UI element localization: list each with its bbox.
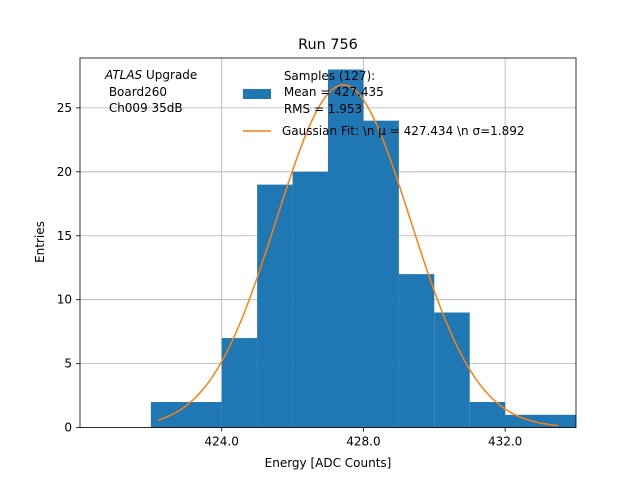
histogram-bar bbox=[505, 414, 576, 428]
x-tick-label: 424.0 bbox=[205, 435, 239, 449]
histogram-bar bbox=[434, 312, 470, 428]
histogram-bar bbox=[221, 338, 258, 428]
y-tick-label: 0 bbox=[64, 421, 72, 435]
legend-mean-label: Mean = 427.435 bbox=[280, 85, 384, 99]
legend-fit-label: Gaussian Fit: \n μ = 427.434 \n σ=1.892 bbox=[282, 124, 525, 138]
y-axis-label: Entries bbox=[33, 221, 47, 263]
y-tick-label: 15 bbox=[57, 229, 72, 243]
y-tick-label: 10 bbox=[57, 293, 72, 307]
legend: Samples (127): Mean = 427.435 RMS = 1.95… bbox=[243, 69, 525, 138]
x-axis-ticks: 424.0 428.0 432.0 bbox=[205, 427, 522, 449]
legend-samples-label: Samples (127): bbox=[280, 69, 375, 83]
atlas-label: ATLAS bbox=[104, 68, 143, 82]
histogram-bar bbox=[469, 402, 506, 428]
atlas-annotation: ATLAS Upgrade Board260 Ch009 35dB bbox=[104, 68, 197, 115]
annotation-channel: Ch009 35dB bbox=[105, 101, 183, 115]
upgrade-label: Upgrade bbox=[142, 68, 197, 82]
chart-title: Run 756 bbox=[298, 37, 358, 53]
x-axis-label: Energy [ADC Counts] bbox=[265, 456, 392, 470]
histogram-bar bbox=[328, 69, 364, 428]
annotation-board: Board260 bbox=[105, 85, 167, 99]
y-tick-label: 20 bbox=[57, 165, 72, 179]
legend-rms-label: RMS = 1.953 bbox=[280, 102, 362, 116]
x-tick-label: 428.0 bbox=[346, 435, 380, 449]
y-axis-ticks: 0 5 10 15 20 25 bbox=[57, 101, 80, 435]
histogram-bar bbox=[257, 184, 293, 428]
y-tick-label: 25 bbox=[57, 101, 72, 115]
histogram-bars bbox=[150, 69, 576, 428]
plot-frame bbox=[79, 57, 577, 429]
y-tick-label: 5 bbox=[64, 357, 72, 371]
histogram-bar bbox=[292, 171, 328, 428]
annotation-line-1: ATLAS Upgrade bbox=[104, 68, 197, 82]
gaussian-fit-curve bbox=[157, 84, 559, 427]
histogram-bar bbox=[363, 120, 399, 428]
legend-histogram-swatch bbox=[243, 89, 271, 99]
x-tick-label: 432.0 bbox=[488, 435, 522, 449]
histogram-bar bbox=[398, 274, 435, 428]
